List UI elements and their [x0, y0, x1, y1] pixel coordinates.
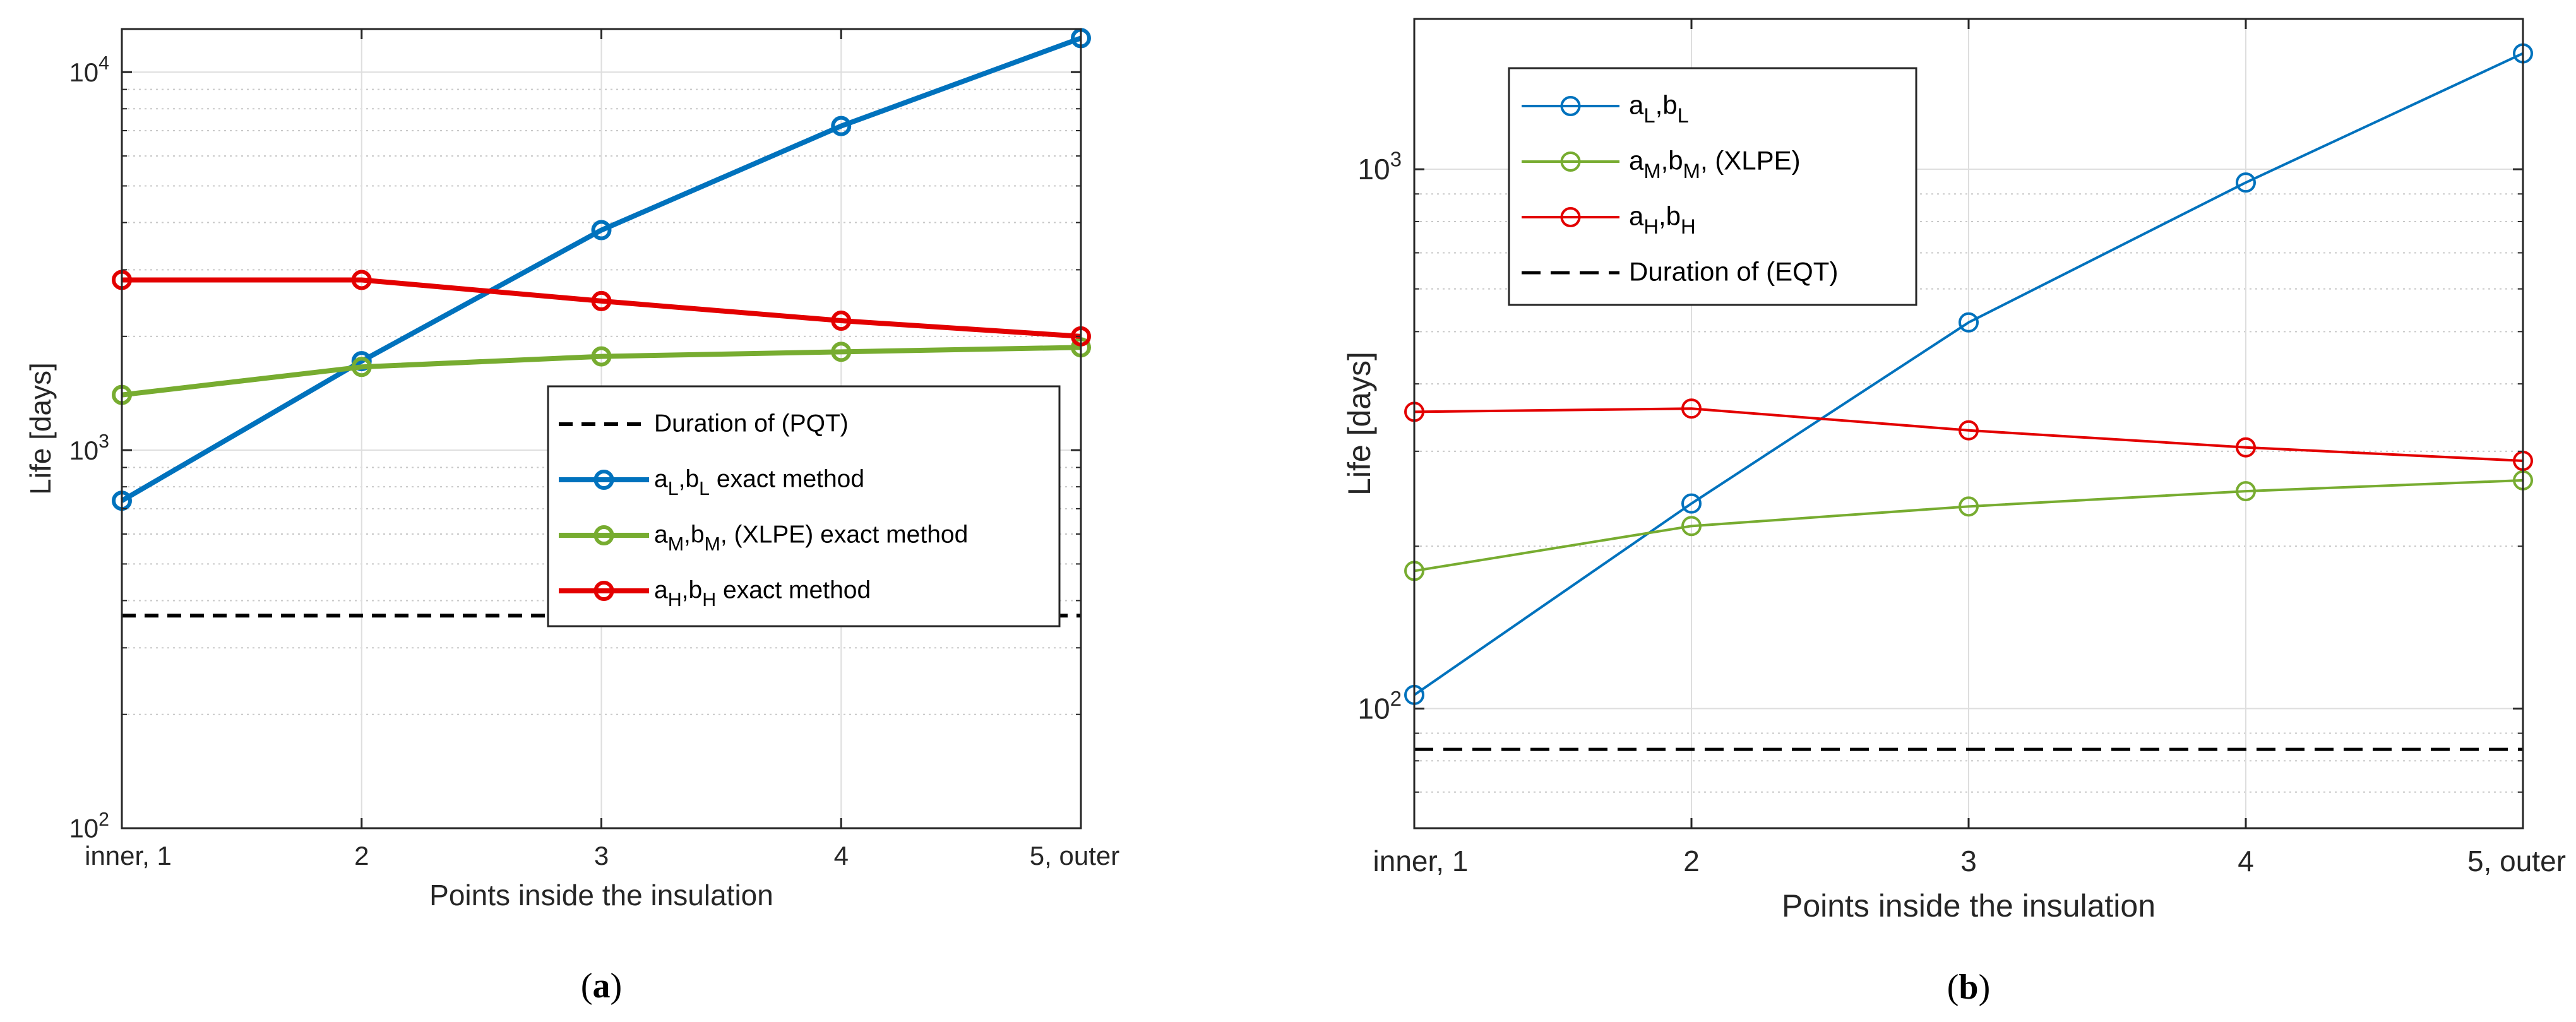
y-axis-label: Life [days]	[1342, 352, 1377, 496]
x-tick-label: 2	[1683, 845, 1700, 877]
legend-marker	[1560, 207, 1581, 227]
x-tick-label: inner, 1	[1373, 845, 1469, 877]
data-point	[591, 346, 612, 367]
data-point	[1959, 420, 1979, 441]
data-point	[591, 220, 612, 241]
data-point	[591, 290, 612, 311]
y-tick-label: 103	[69, 431, 109, 465]
data-point	[831, 116, 852, 136]
data-point	[1681, 493, 1702, 514]
series-al-bl	[1404, 43, 2533, 705]
data-point	[1681, 398, 1702, 419]
legend-label: Duration of (EQT)	[1629, 257, 1838, 287]
y-tick-label: 102	[69, 809, 109, 843]
data-point	[1681, 516, 1702, 537]
data-point	[2236, 437, 2256, 458]
legend-label: aM,bM, (XLPE) exact method	[654, 521, 968, 555]
legend-marker	[593, 525, 614, 545]
x-tick-label: 3	[594, 841, 609, 870]
series-line	[1414, 407, 2524, 462]
x-tick-label: 2	[354, 841, 369, 870]
chart-panel-b: inner, 1 2 3 4 5, outer 102 103 Points inside t…	[1342, 18, 2566, 1007]
data-point	[2236, 172, 2256, 193]
legend: Duration of (PQT) aL,bL exact method aM,bM…	[547, 385, 1061, 627]
series-line	[1413, 52, 2524, 696]
data-point	[831, 342, 852, 362]
data-point	[351, 357, 372, 377]
y-tick-label: 102	[1357, 687, 1402, 725]
legend-label: aM,bM, (XLPE)	[1629, 146, 1801, 182]
legend-marker	[593, 581, 614, 601]
legend-label: Duration of (PQT)	[654, 410, 849, 437]
legend-label: aL,bL	[1629, 90, 1689, 127]
panel-label: (a)	[581, 966, 622, 1006]
series-ah-bh	[1404, 398, 2533, 471]
legend-marker	[1560, 96, 1581, 116]
y-tick-label: 103	[1357, 148, 1402, 186]
legend-marker	[593, 470, 614, 490]
x-tick-label: inner, 1	[85, 841, 172, 870]
x-axis-label: Points inside the insulation	[1782, 888, 2156, 924]
y-axis-label: Life [days]	[24, 362, 57, 495]
x-tick-label: 4	[834, 841, 849, 870]
series-line	[122, 277, 1082, 339]
x-tick-label: 4	[2238, 845, 2254, 877]
legend: aL,bL aM,bM, (XLPE) aH,bH Duration of (EQT)	[1508, 67, 1917, 306]
legend-box	[547, 385, 1061, 627]
x-tick-label: 5, outer	[1030, 841, 1119, 870]
legend-box	[1508, 67, 1917, 306]
series-line	[121, 345, 1082, 398]
data-point	[1959, 312, 1979, 333]
x-axis-label: Points inside the insulation	[429, 879, 773, 912]
data-point	[351, 270, 372, 290]
legend-label: aH,bH exact method	[654, 577, 871, 610]
x-tick-label: 3	[1960, 845, 1977, 877]
legend-marker	[1560, 152, 1581, 172]
panel-label: (b)	[1947, 968, 1990, 1007]
data-point	[831, 311, 852, 331]
data-point	[1959, 496, 1979, 517]
series-line	[1414, 478, 2524, 573]
data-point	[2236, 481, 2256, 502]
legend-label: aL,bL exact method	[654, 466, 864, 499]
x-tick-label: 5, outer	[2467, 845, 2566, 877]
series-line	[120, 35, 1082, 503]
legend-label: aH,bH	[1629, 201, 1696, 238]
y-tick-label: 104	[69, 53, 109, 87]
chart-panel-a: inner, 1 2 3 4 5, outer 102 103 104 Points insid…	[24, 28, 1119, 1006]
